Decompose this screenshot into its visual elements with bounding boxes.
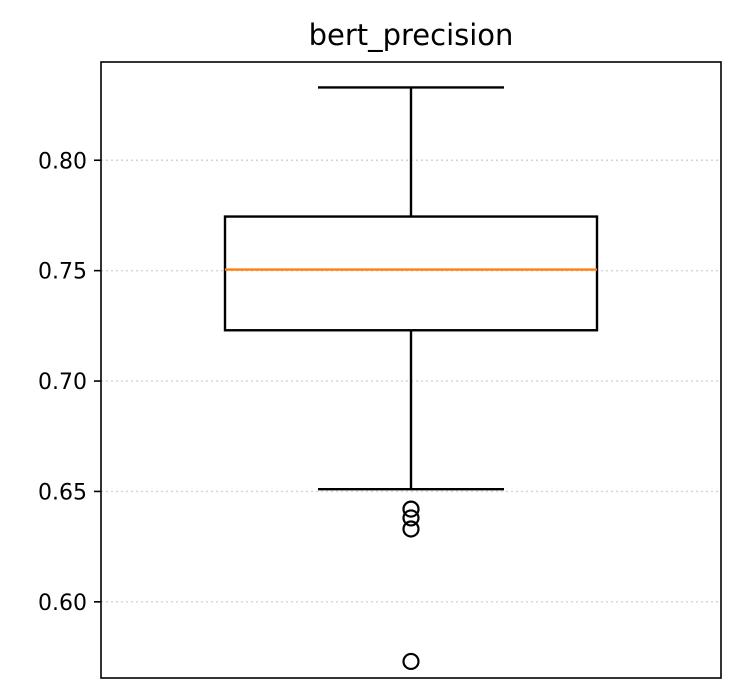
plot-frame [100, 61, 722, 679]
y-tick-label: 0.80 [38, 149, 87, 174]
outlier-point [402, 509, 420, 527]
outlier-point [402, 652, 420, 671]
y-tick-label: 0.60 [38, 591, 87, 616]
chart-title: bert_precision [309, 18, 514, 52]
y-tick-label: 0.75 [38, 260, 87, 285]
outlier-point [402, 520, 420, 538]
iqr-box [223, 215, 599, 332]
y-tick-label: 0.70 [38, 370, 87, 395]
plot-area [223, 86, 599, 671]
outlier-point [402, 500, 420, 518]
y-axis: 0.60 0.65 0.70 0.75 0.80 [38, 149, 101, 616]
y-tick-label: 0.65 [38, 480, 87, 505]
